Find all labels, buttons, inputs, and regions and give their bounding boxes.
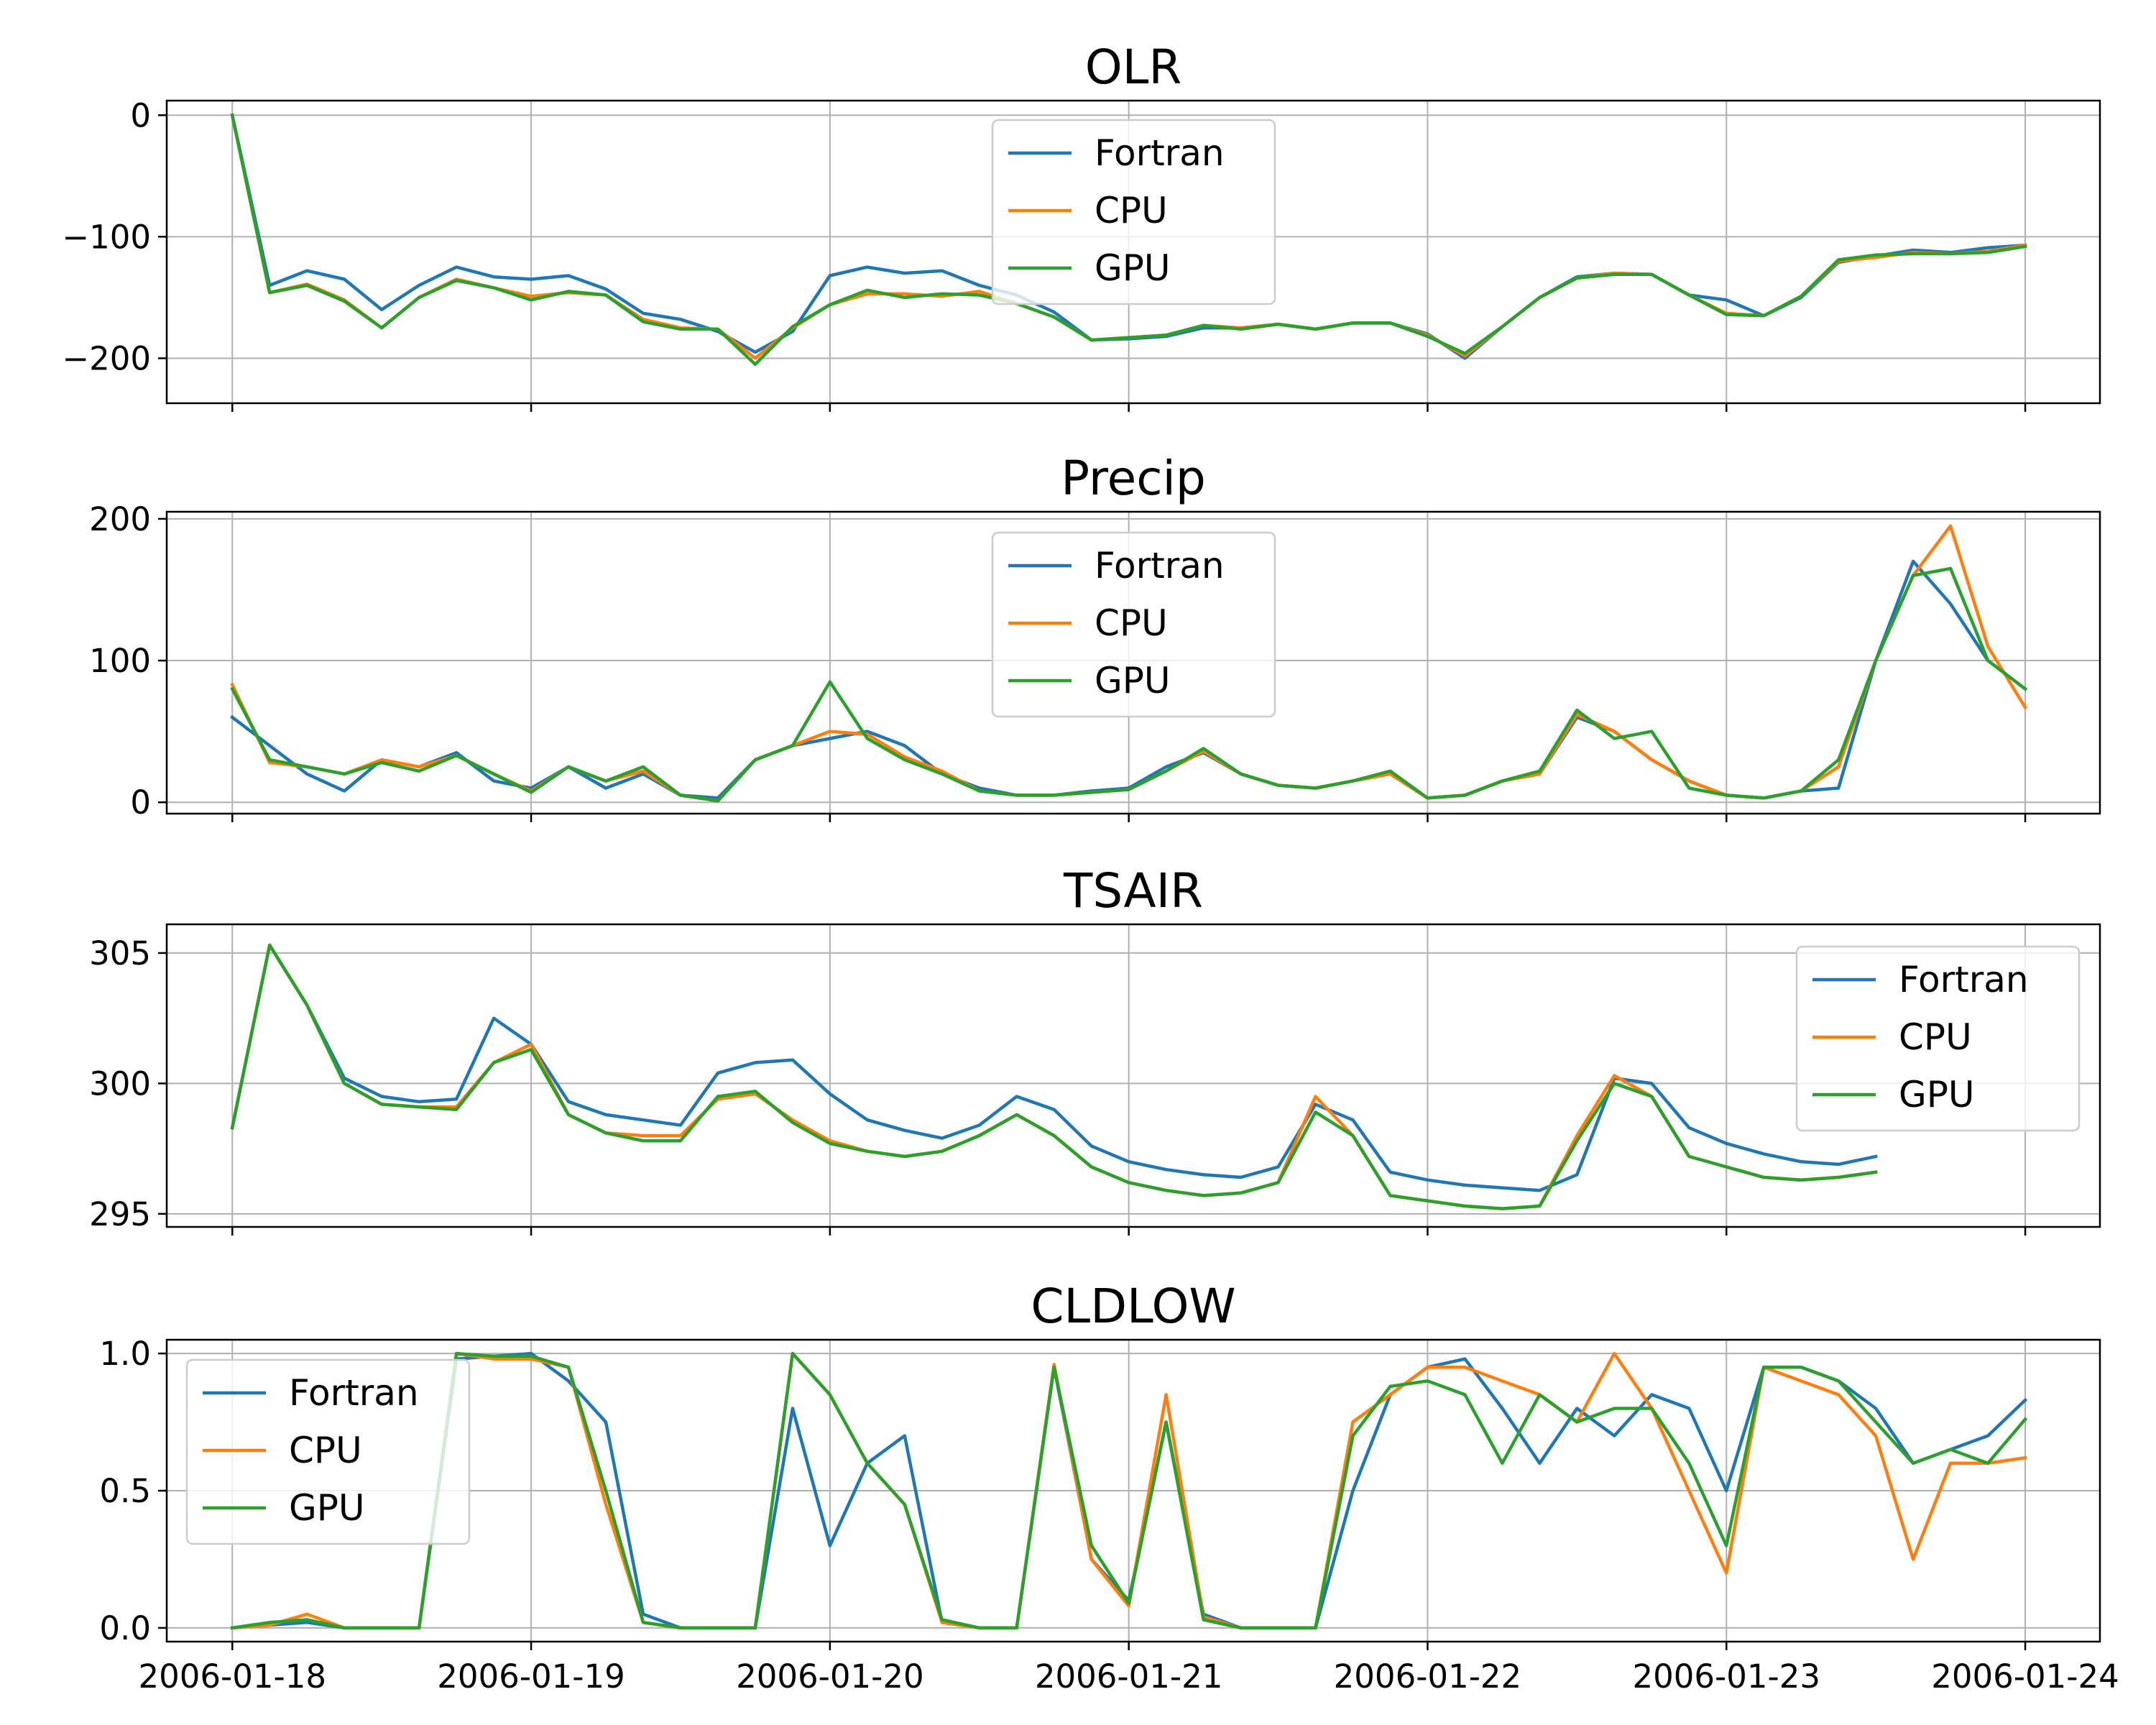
legend-label: Fortran [1095, 545, 1225, 586]
grid [167, 924, 2100, 1227]
y-tick-label: −100 [62, 218, 151, 256]
panel-title: OLR [1085, 40, 1182, 95]
x-tick-label: 2006-01-23 [1632, 1657, 1820, 1696]
panel-cldlow: 0.0 0.5 1.0 2006-01-18 2006-01-19 2006-01-20 2… [99, 1279, 2119, 1696]
legend-label: CPU [1095, 190, 1168, 231]
axes-frame [165, 510, 2101, 815]
x-tick-label: 2006-01-21 [1035, 1657, 1223, 1696]
legend-label: CPU [1095, 602, 1168, 644]
series-line-gpu [230, 113, 2027, 367]
legend-label: GPU [1095, 247, 1171, 289]
panel-title: Precip [1061, 451, 1205, 506]
y-tick-label: 1.0 [99, 1335, 151, 1373]
y-tick-label: 0 [130, 783, 151, 822]
axes-frame [165, 923, 2101, 1228]
y-tick-label: 300 [89, 1064, 151, 1103]
x-tick-label: 2006-01-19 [437, 1657, 625, 1696]
panel-title: CLDLOW [1031, 1279, 1235, 1334]
series-line-fortran [230, 943, 1878, 1192]
x-tick-label: 2006-01-20 [736, 1657, 924, 1696]
x-tick-label: 2006-01-18 [138, 1657, 326, 1696]
y-tick-label: −200 [62, 339, 151, 377]
legend-label: GPU [1899, 1074, 1975, 1116]
legend-label: Fortran [289, 1372, 419, 1414]
legend-box [1795, 945, 2081, 1132]
panel-precip: 0 100 200 Precip Fortran CPU GPU [89, 451, 2101, 822]
legend-label: Fortran [1095, 132, 1225, 174]
y-tick-label: 295 [89, 1195, 151, 1233]
panel-title: TSAIR [1063, 863, 1203, 919]
legend-label: GPU [289, 1487, 365, 1529]
series-line-gpu [230, 943, 1878, 1210]
legend-label: GPU [1095, 660, 1171, 702]
legend: Fortran CPU GPU [991, 531, 1276, 718]
series-line-cpu [230, 943, 1878, 1210]
series-line-gpu [230, 566, 2028, 803]
y-tick-label: 200 [89, 500, 151, 538]
y-tick-label: 100 [89, 642, 151, 680]
series-line-gpu [230, 1351, 2028, 1630]
legend-box [185, 1358, 471, 1545]
y-tick-label: 0 [130, 96, 151, 134]
panel-olr: 0 −100 −200 OLR Fortran CPU GPU [62, 40, 2101, 412]
legend: Fortran CPU GPU [991, 119, 1276, 305]
legend-box [991, 531, 1276, 718]
legend-box [991, 119, 1276, 305]
y-tick-label: 0.0 [99, 1609, 151, 1647]
y-tick-label: 305 [89, 934, 151, 972]
axes-frame [165, 99, 2101, 405]
legend-label: CPU [1899, 1016, 1972, 1058]
y-tick-label: 0.5 [99, 1472, 151, 1510]
legend: Fortran CPU GPU [1795, 945, 2081, 1132]
legend-label: CPU [289, 1430, 362, 1471]
grid [167, 1340, 2100, 1642]
x-tick-label: 2006-01-22 [1334, 1657, 1522, 1696]
x-tick-label: 2006-01-24 [1931, 1657, 2119, 1696]
series-line-cpu [230, 1351, 2027, 1630]
legend: Fortran CPU GPU [185, 1358, 471, 1545]
panel-tsair: 295 300 305 TSAIR Fortran CPU GPU [89, 863, 2101, 1236]
legend-label: Fortran [1899, 959, 2029, 1000]
